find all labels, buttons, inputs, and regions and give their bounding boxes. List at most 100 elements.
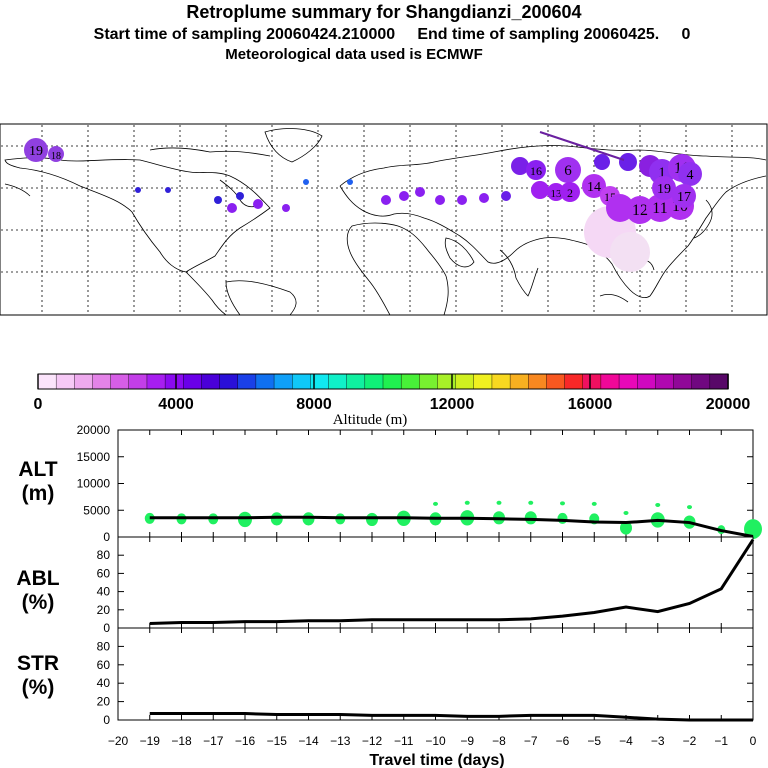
colorbar-tick-label: 20000: [706, 396, 751, 413]
alt-bubble: [620, 521, 632, 535]
alt-bubble: [744, 519, 762, 539]
plume-marker: [415, 187, 425, 197]
plume-marker: [501, 191, 511, 201]
alt-bubble-upper: [528, 500, 534, 505]
colorbar-swatch: [673, 373, 693, 390]
plume-marker: [282, 204, 290, 212]
str-line: [149, 712, 753, 722]
colorbar-swatch: [546, 373, 566, 390]
plume-marker: [526, 160, 546, 180]
colorbar-swatch: [455, 373, 475, 390]
x-tick-label: −13: [330, 734, 351, 748]
plume-marker: [511, 157, 529, 175]
alt-bubble-upper: [591, 501, 597, 506]
colorbar-ticks: 0 4000 8000 12000 16000 20000: [34, 374, 751, 413]
colorbar-swatch: [128, 373, 148, 390]
colorbar-swatch: [219, 373, 239, 390]
plume-marker: [253, 199, 263, 209]
abl-panel: 80 60 40 20 0: [97, 536, 755, 635]
abl-line: [149, 538, 755, 625]
plume-label: 1: [658, 165, 666, 181]
plume-label: 14: [587, 180, 601, 195]
colorbar-swatch: [618, 373, 638, 390]
map-panel: 1918166116413214151211101917: [0, 123, 768, 316]
plume-label: 2: [567, 186, 573, 200]
plume-marker: [48, 146, 64, 162]
colorbar-swatch: [273, 373, 293, 390]
abl-label-top: ABL: [16, 567, 59, 590]
x-tick-label: −9: [460, 734, 474, 748]
plume-label: 17: [677, 190, 691, 205]
colorbar-swatch: [328, 373, 348, 390]
plume-label: 19: [657, 182, 671, 197]
x-tick-label: −20: [108, 734, 129, 748]
x-tick-label: −14: [298, 734, 319, 748]
plume-marker: [381, 195, 391, 205]
str-ytick-label: 0: [103, 713, 110, 727]
str-panel: 80 60 40 20 0: [97, 627, 754, 727]
colorbar-swatch: [37, 373, 57, 390]
x-tick-label: 0: [750, 734, 757, 748]
str-ytick-label: 60: [97, 658, 111, 672]
str-ytick-label: 80: [97, 639, 111, 653]
map-frame: [0, 123, 768, 316]
abl-ytick-label: 60: [97, 566, 111, 580]
x-tick-label: −17: [203, 734, 224, 748]
colorbar-swatch: [400, 373, 421, 390]
colorbar-swatch: [437, 373, 457, 390]
alt-ytick-label: 15000: [77, 450, 111, 464]
chart-title: Retroplume summary for Shangdianzi_20060…: [186, 2, 582, 22]
colorbar-label: Altitude (m): [333, 412, 408, 428]
alt-label-top: ALT: [18, 458, 57, 481]
alt-bubble: [302, 512, 315, 526]
plume-marker: [672, 184, 696, 208]
colorbar-swatch: [419, 373, 439, 390]
alt-bubble-upper: [687, 505, 692, 510]
plume-track: [539, 131, 625, 161]
str-label-bottom: (%): [22, 676, 55, 699]
plume-marker: [165, 187, 171, 193]
plume-marker: [582, 174, 606, 198]
alt-bubble: [366, 512, 378, 527]
colorbar-swatch: [691, 373, 711, 390]
x-tick-label: −11: [394, 734, 414, 748]
plume-marker: [399, 191, 409, 201]
plume-marker: [555, 157, 581, 183]
x-tick-label: −3: [651, 734, 665, 748]
colorbar-tick-label: 12000: [430, 396, 475, 413]
abl-ytick-label: 0: [103, 621, 110, 635]
alt-bubble: [524, 511, 537, 525]
colorbar-swatch: [382, 373, 402, 390]
colorbar-swatch: [509, 373, 529, 390]
plume-marker: [24, 138, 48, 162]
alt-ytick-label: 5000: [83, 503, 110, 517]
plume-marker: [594, 154, 610, 170]
plume-marker: [531, 181, 549, 199]
alt-bubble-upper: [433, 501, 438, 506]
abl-ytick-label: 20: [97, 603, 111, 617]
str-ytick-label: 40: [97, 676, 111, 690]
plume-marker: [619, 153, 637, 171]
colorbar-tick-label: 16000: [568, 396, 613, 413]
colorbar-swatch: [709, 373, 729, 390]
plume-label: 12: [632, 202, 648, 219]
plume-marker: [652, 176, 676, 200]
colorbar-swatch: [582, 373, 602, 390]
plume-marker: [547, 183, 565, 201]
met-data-text: Meteorological data used is ECMWF: [225, 46, 483, 63]
alt-ytick-label: 20000: [77, 423, 111, 437]
alt-ytick-label: 0: [103, 530, 110, 544]
sampling-time-text: Start time of sampling 20060424.210000 E…: [93, 26, 691, 43]
plume-marker: [303, 179, 309, 185]
alt-panel: 20000 15000 10000 5000 0: [77, 423, 762, 544]
plume-marker: [678, 162, 702, 186]
abl-ytick-label: 80: [97, 548, 111, 562]
plume-label: 16: [530, 164, 542, 178]
alt-bubble: [238, 511, 252, 528]
colorbar-swatch: [237, 373, 257, 390]
colorbar-swatch: [655, 373, 675, 390]
plume-marker: [610, 232, 650, 272]
abl-frame: [117, 536, 754, 629]
colorbar-swatch: [74, 373, 94, 390]
